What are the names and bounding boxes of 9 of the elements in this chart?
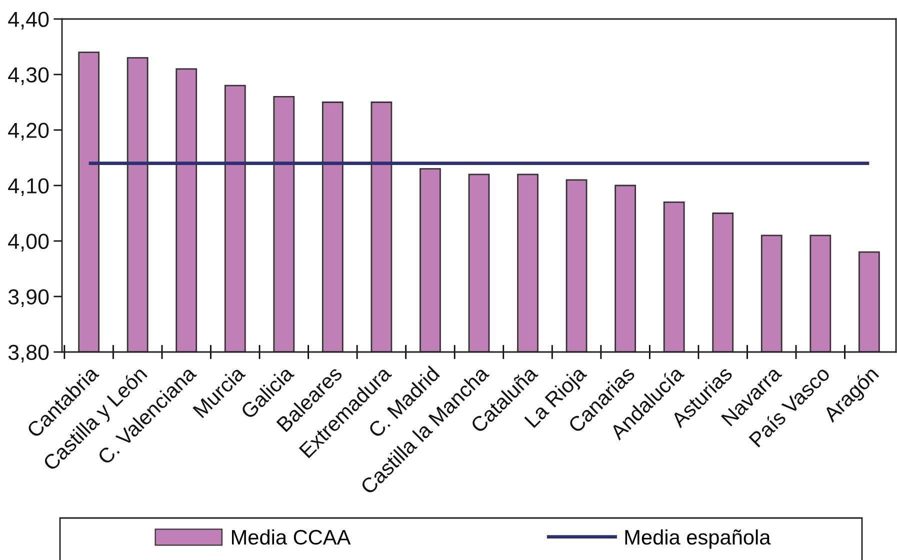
y-tick-label: 4,10: [8, 178, 49, 196]
y-tick-label: 3,80: [8, 344, 49, 363]
legend-label: Media CCAA: [232, 529, 351, 545]
y-tick-label: 4,20: [8, 122, 49, 141]
y-tick-label: 3,90: [8, 289, 49, 308]
y-tick-label: 4,40: [8, 12, 49, 30]
legend-label: Media española: [625, 529, 771, 549]
y-tick-label: 4,00: [8, 234, 49, 252]
y-tick-label: 4,30: [8, 67, 49, 86]
